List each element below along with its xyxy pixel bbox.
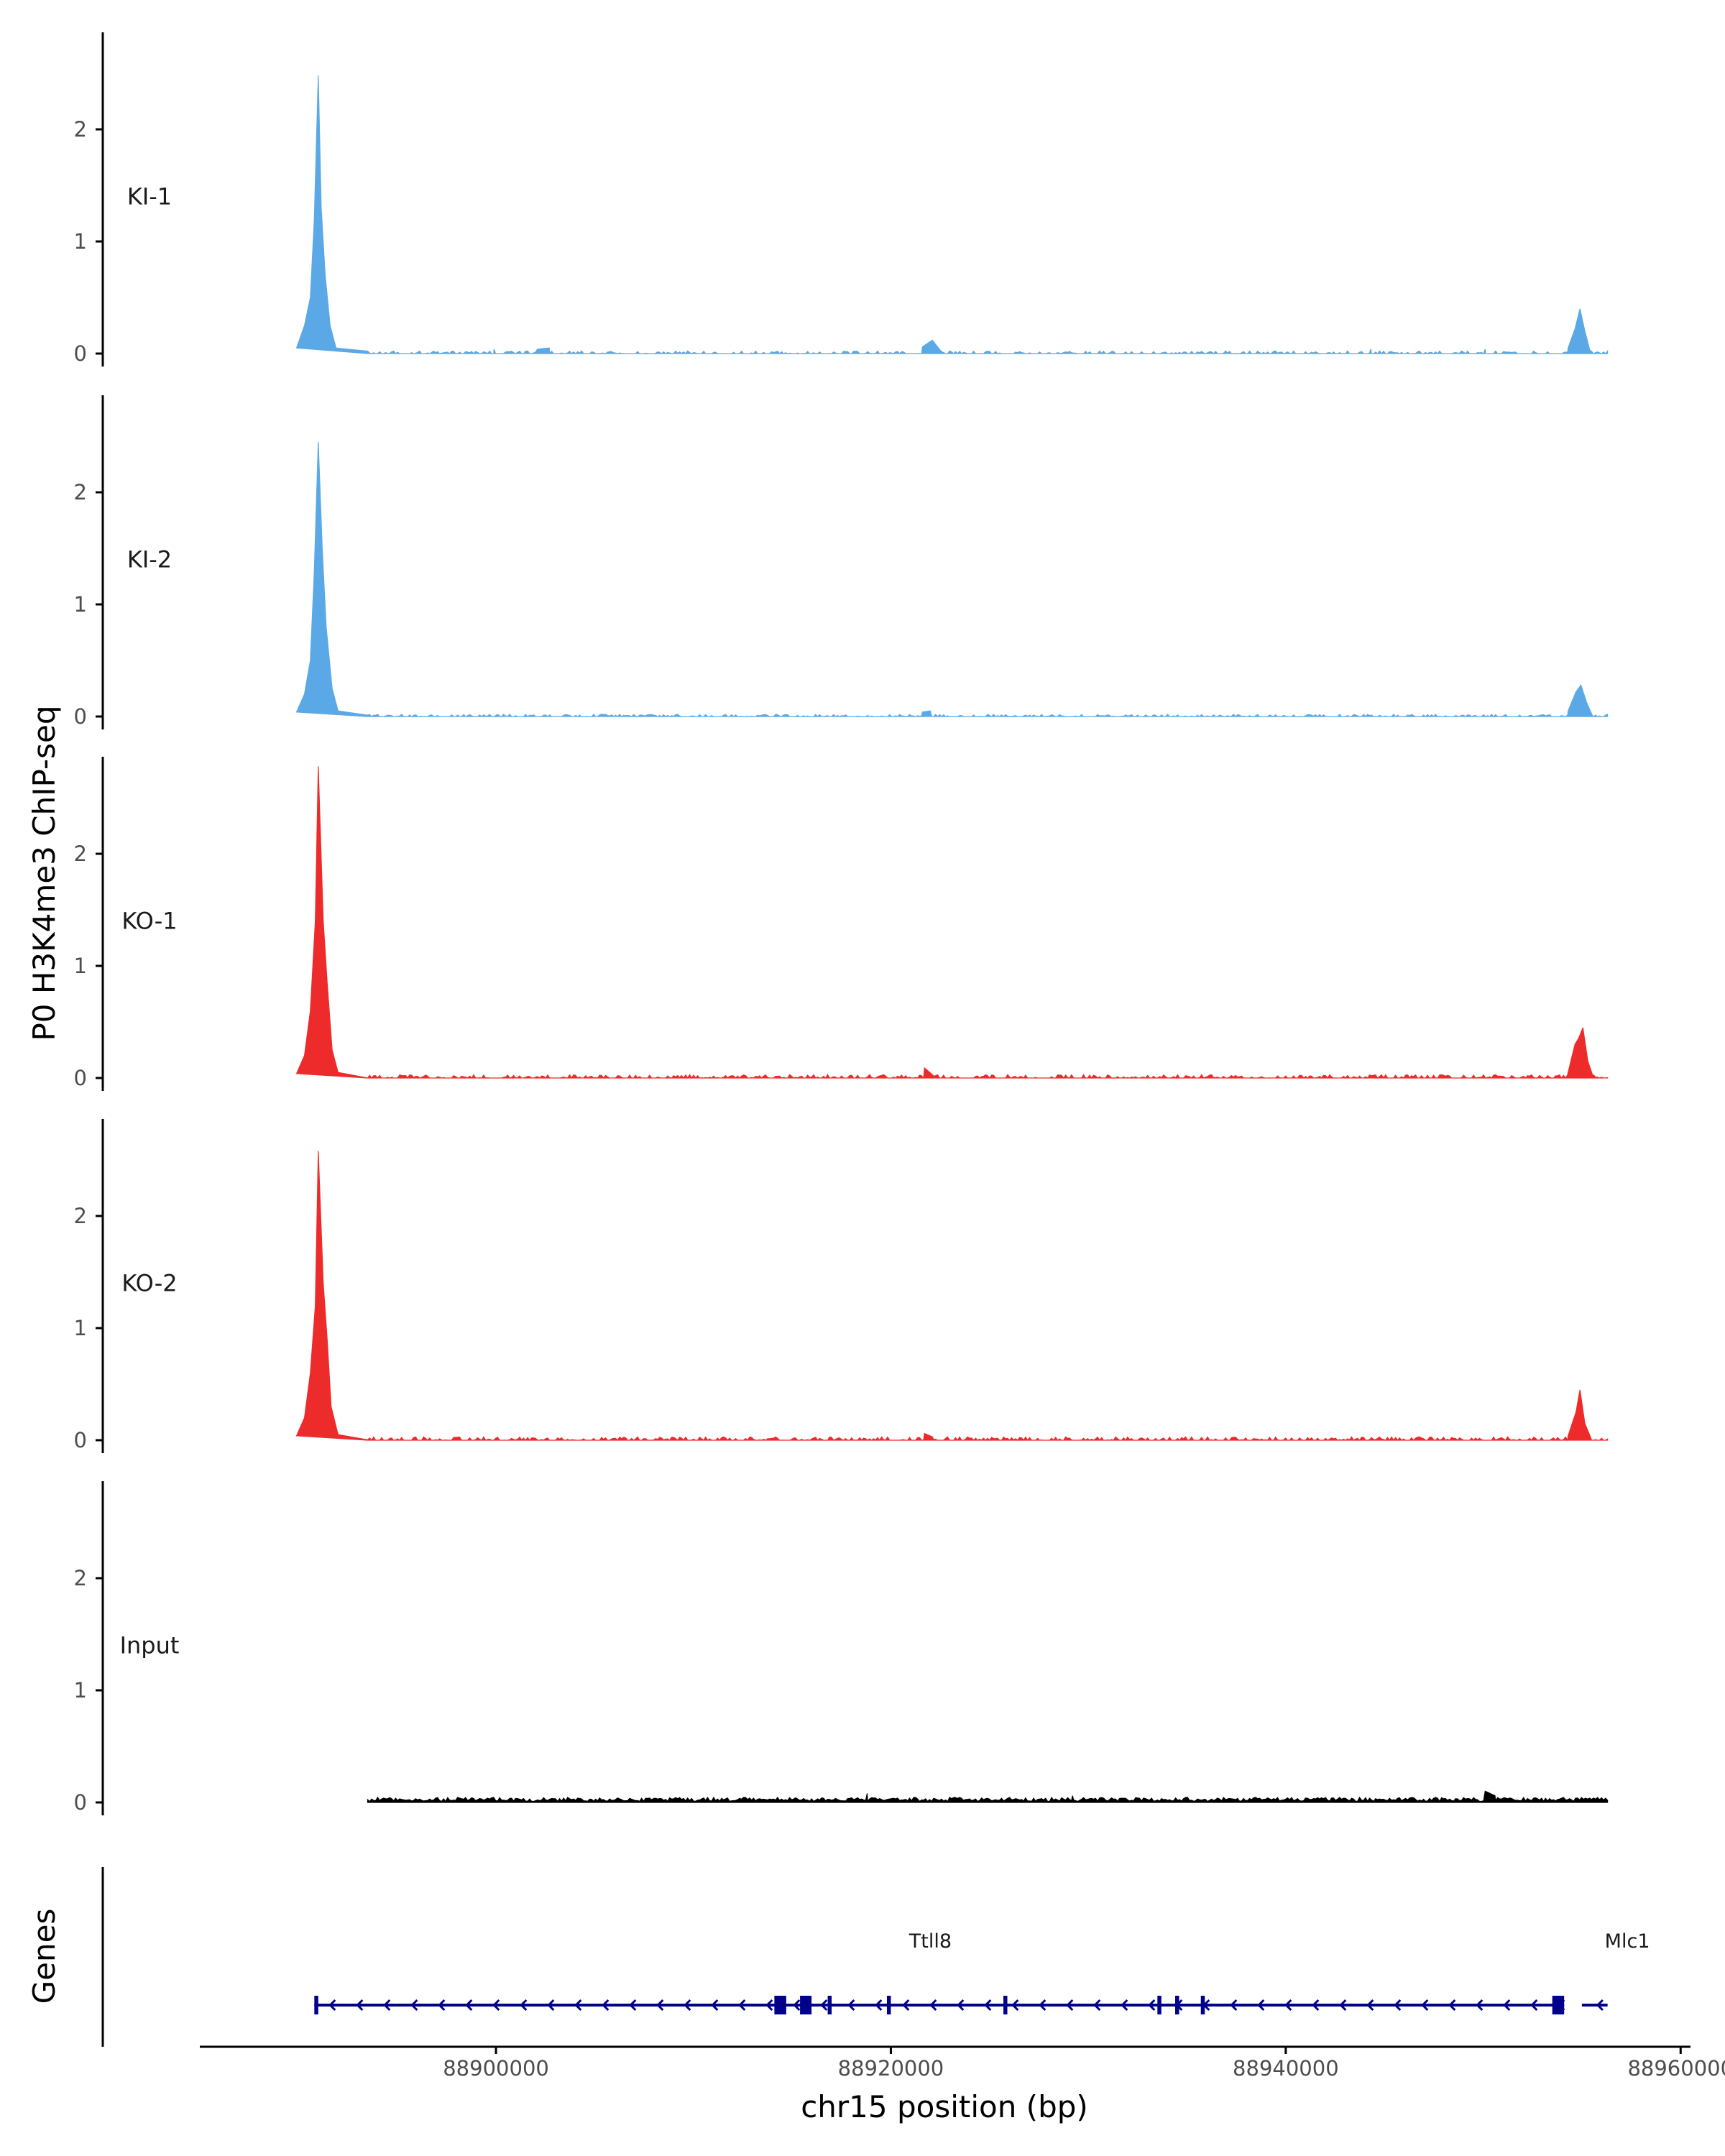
- strand-arrow: [1039, 1999, 1046, 2012]
- track-label: KO-1: [121, 908, 177, 935]
- track-label: KI-1: [127, 183, 172, 211]
- exon: [800, 1996, 812, 2014]
- strand-arrow: [1230, 1999, 1238, 2012]
- genes-panel: Genes Ttll8 Mlc1: [27, 1867, 1650, 2047]
- strand-arrow: [547, 1999, 555, 2012]
- strand-arrow: [574, 1999, 582, 2012]
- strand-arrow: [1312, 1999, 1320, 2012]
- exon: [774, 1996, 786, 2014]
- strand-arrow: [1257, 1999, 1265, 2012]
- y-tick-label: 0: [74, 1428, 87, 1452]
- y-tick-label: 1: [74, 1678, 87, 1703]
- strand-arrow: [1093, 1999, 1101, 2012]
- track-label: KI-2: [127, 546, 172, 573]
- exon: [1003, 1996, 1008, 2014]
- track-input: 0 1 2 Input: [74, 1481, 1609, 1815]
- strand-arrow: [465, 1999, 473, 2012]
- exon: [886, 1996, 891, 2014]
- gene-mlc1: Mlc1: [1581, 1930, 1650, 2012]
- y-tick-label: 2: [74, 842, 87, 866]
- strand-arrow: [957, 1999, 965, 2012]
- exon: [1200, 1996, 1205, 2014]
- strand-arrow: [629, 1999, 637, 2012]
- strand-arrow: [328, 1999, 336, 2012]
- x-tick-label: 88920000: [838, 2056, 944, 2081]
- strand-arrow: [410, 1999, 418, 2012]
- chip-seq-tracks: 0 1 2 KI-1 0 1 2 KI-2 0 1 2 KO-1 0 1 2 KO-2 0 1 2 Input: [74, 32, 1609, 1815]
- strand-arrow: [383, 1999, 391, 2012]
- strand-arrow: [1448, 1999, 1456, 2012]
- strand-arrow: [1339, 1999, 1347, 2012]
- y-tick-label: 1: [74, 592, 87, 617]
- y-tick-label: 0: [74, 1790, 87, 1815]
- strand-arrow: [356, 1999, 364, 2012]
- signal-area: [367, 1790, 1609, 1803]
- strand-arrow: [520, 1999, 528, 2012]
- exon: [827, 1996, 832, 2014]
- signal-area: [295, 766, 1609, 1079]
- track-ki-2: 0 1 2 KI-2: [74, 395, 1609, 729]
- strand-arrow: [765, 1999, 773, 2012]
- strand-arrow: [875, 1999, 883, 2012]
- x-tick-label: 88940000: [1233, 2056, 1339, 2081]
- strand-arrow: [1421, 1999, 1429, 2012]
- exon: [314, 1996, 318, 2014]
- x-axis: 88900000 88920000 88940000 88960000: [200, 2045, 1725, 2081]
- strand-arrow: [929, 1999, 937, 2012]
- strand-arrow: [438, 1999, 446, 2012]
- y-tick-label: 2: [74, 117, 87, 142]
- strand-arrow: [820, 1999, 828, 2012]
- gene-label: Mlc1: [1605, 1930, 1650, 1953]
- strand-arrow: [738, 1999, 746, 2012]
- track-ko-1: 0 1 2 KO-1: [74, 757, 1609, 1091]
- strand-arrow: [656, 1999, 664, 2012]
- strand-arrow: [492, 1999, 500, 2012]
- strand-arrow: [902, 1999, 910, 2012]
- strand-arrow: [1394, 1999, 1402, 2012]
- signal-area: [295, 75, 1609, 355]
- x-tick-label: 88960000: [1627, 2056, 1725, 2081]
- strand-arrow: [984, 1999, 992, 2012]
- track-label: KO-2: [121, 1270, 177, 1297]
- x-axis-title: chr15 position (bp): [801, 2089, 1088, 2124]
- gene-ttll8: Ttll8: [314, 1930, 1565, 2012]
- y-axis-title: P0 H3K4me3 ChIP-seq: [27, 705, 62, 1041]
- strand-arrow: [1530, 1999, 1538, 2012]
- strand-arrow: [1011, 1999, 1019, 2012]
- strand-arrow: [711, 1999, 719, 2012]
- strand-arrow: [1503, 1999, 1511, 2012]
- y-tick-label: 2: [74, 1204, 87, 1228]
- y-tick-label: 1: [74, 954, 87, 978]
- track-ki-1: 0 1 2 KI-1: [74, 32, 1609, 367]
- y-tick-label: 0: [74, 1066, 87, 1090]
- strand-arrow: [1476, 1999, 1484, 2012]
- strand-arrow: [847, 1999, 855, 2012]
- y-tick-label: 0: [74, 341, 87, 366]
- strand-arrow: [1284, 1999, 1292, 2012]
- track-label: Input: [120, 1632, 180, 1659]
- exon: [1552, 1996, 1565, 2014]
- y-tick-label: 1: [74, 1316, 87, 1340]
- strand-arrow: [602, 1999, 610, 2012]
- strand-arrow: [1121, 1999, 1128, 2012]
- gene-label: Ttll8: [908, 1930, 952, 1953]
- y-tick-label: 2: [74, 1566, 87, 1590]
- strand-arrow: [1148, 1999, 1156, 2012]
- strand-arrow: [1366, 1999, 1374, 2012]
- x-tick-label: 88900000: [443, 2056, 549, 2081]
- exon: [1175, 1996, 1179, 2014]
- track-ko-2: 0 1 2 KO-2: [74, 1119, 1609, 1453]
- strand-arrow: [1596, 1999, 1604, 2012]
- strand-arrow: [1066, 1999, 1074, 2012]
- strand-arrow: [684, 1999, 691, 2012]
- signal-area: [295, 441, 1609, 717]
- genes-track-label: Genes: [27, 1909, 62, 2004]
- exon: [1157, 1996, 1162, 2014]
- y-tick-label: 0: [74, 704, 87, 729]
- signal-area: [295, 1151, 1609, 1442]
- y-tick-label: 1: [74, 229, 87, 254]
- strand-arrow: [793, 1999, 801, 2012]
- y-tick-label: 2: [74, 480, 87, 505]
